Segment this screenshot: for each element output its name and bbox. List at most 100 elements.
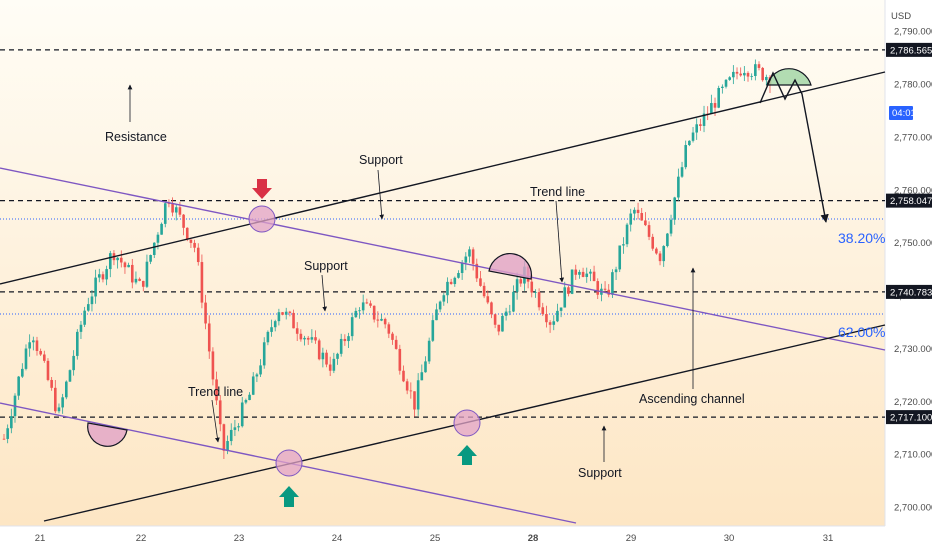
candle-body (204, 302, 207, 324)
red-down-arrow-marker (252, 179, 272, 199)
candle-body (10, 416, 13, 429)
candle-body (559, 307, 563, 311)
candle-body (431, 320, 435, 341)
candle-body (358, 310, 361, 312)
candle-body (292, 312, 295, 329)
y-tick-label: 2,720.000 (894, 397, 932, 408)
y-tick-label: 2,700.000 (894, 502, 932, 513)
candle-body (669, 219, 673, 234)
candle-body (449, 281, 453, 285)
candle-body (32, 340, 35, 343)
candle-body (251, 376, 255, 395)
candle-body (240, 402, 244, 427)
candle-body (416, 380, 420, 410)
candle-body (387, 324, 391, 334)
candle-body (655, 248, 658, 254)
candle-body (471, 249, 475, 264)
candle-body (475, 263, 479, 279)
candle-body (174, 207, 178, 213)
candle-body (398, 348, 402, 371)
candle-body (757, 64, 761, 68)
candle-body (94, 277, 97, 297)
candle-body (468, 249, 471, 257)
descending-line-upper (0, 167, 886, 351)
candle-body (765, 76, 768, 81)
candle-body (262, 342, 266, 366)
candle-body (134, 278, 138, 283)
candle-body (259, 365, 262, 375)
candle-body (552, 321, 556, 325)
y-tick-label: 2,710.000 (894, 450, 932, 461)
label-trend-line-lower: Trend line (188, 385, 243, 399)
pivot-circle-top (248, 205, 276, 233)
current-price-tag-bg (889, 106, 913, 120)
candle-body (563, 287, 567, 308)
candle-body (145, 261, 149, 287)
pivot-circle-low (275, 449, 303, 477)
candle-body (460, 262, 464, 274)
candle-body (28, 342, 31, 349)
time-axis-area (0, 526, 932, 550)
candle-body (350, 317, 354, 337)
candle-body (666, 233, 669, 247)
candle-body (130, 264, 134, 283)
candle-body (592, 271, 596, 282)
candle-body (482, 285, 486, 297)
candle-body (545, 314, 548, 323)
x-tick-label: 25 (430, 533, 441, 544)
candle-body (86, 304, 90, 311)
x-tick-label: 31 (823, 533, 834, 544)
candle-body (735, 71, 739, 74)
ascending-channel-upper (0, 71, 886, 285)
candle-body (721, 86, 724, 88)
candle-body (97, 274, 101, 278)
x-tick-label: 24 (332, 533, 343, 544)
candle-body (54, 387, 57, 412)
half-circle-mid (488, 253, 532, 280)
candle-body (578, 271, 581, 275)
candle-body (160, 223, 163, 235)
green-up-arrow-marker-1 (279, 486, 299, 507)
label-support-bottom: Support (578, 466, 622, 480)
candle-body (218, 400, 222, 425)
candle-body (24, 348, 28, 369)
candle-body (222, 424, 226, 451)
price-tag-bg (886, 193, 932, 208)
candle-body (321, 352, 325, 360)
candle-body (361, 302, 365, 311)
candle-body (684, 145, 688, 168)
candle-body (39, 350, 42, 355)
candle-body (57, 407, 61, 412)
candle-body (394, 339, 398, 349)
candle-body (713, 103, 717, 108)
candle-body (229, 429, 233, 442)
candle-body (369, 303, 372, 306)
y-tick-label: 2,790.000 (894, 27, 932, 38)
price-tag-label: 2,740.783 (890, 287, 932, 298)
candle-body (116, 257, 119, 261)
candle-body (273, 321, 277, 328)
green-up-arrow-marker-2 (457, 445, 477, 465)
candle-body (336, 353, 339, 359)
fib-label-38: 38.20% (838, 230, 885, 246)
candle-body (277, 312, 281, 322)
candle-body (299, 333, 303, 340)
candle-body (508, 311, 512, 313)
candle-body (728, 77, 731, 80)
candle-body (6, 428, 9, 439)
x-tick-label: 30 (724, 533, 735, 544)
candle-body (383, 318, 387, 325)
candle-body (83, 310, 86, 325)
candle-body (691, 132, 695, 141)
current-price-tag: 04:01 (892, 108, 916, 119)
candle-body (504, 311, 508, 316)
candle-body (295, 328, 299, 334)
candle-body (548, 322, 552, 325)
candle-body (677, 176, 680, 198)
label-support-top: Support (359, 153, 403, 167)
candle-body (519, 279, 523, 284)
candle-body (556, 310, 559, 322)
candle-body (314, 337, 317, 341)
